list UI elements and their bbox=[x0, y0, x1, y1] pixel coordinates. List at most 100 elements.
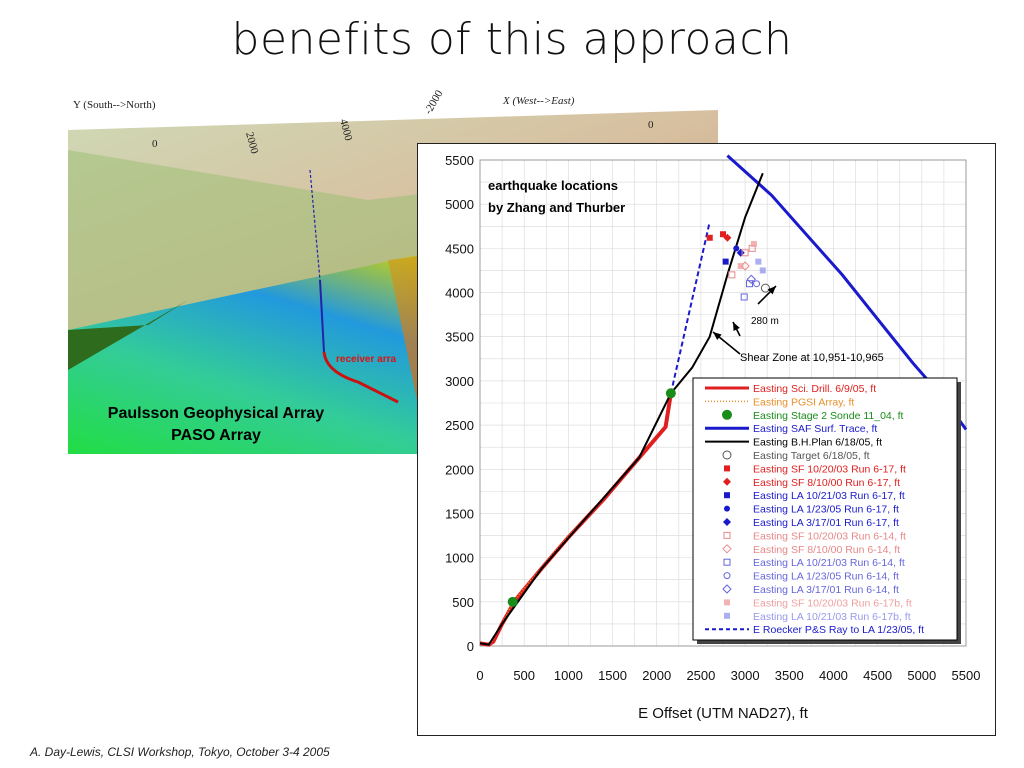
y-tick-label: 3500 bbox=[445, 330, 474, 345]
legend-swatch bbox=[723, 558, 731, 566]
page-title: benefits of this approach bbox=[231, 14, 793, 65]
legend-swatch bbox=[723, 518, 731, 526]
distance-annotation: 280 m bbox=[751, 316, 779, 327]
legend-swatch bbox=[724, 492, 730, 499]
photo-tick-0b: 0 bbox=[648, 119, 654, 131]
x-tick-label: 0 bbox=[476, 668, 483, 683]
pgsi-array-line bbox=[489, 393, 671, 645]
legend-entry: Easting SF 10/20/03 Run 6-17b, ft bbox=[753, 597, 912, 609]
data-point bbox=[740, 293, 748, 301]
y-tick-label: 1500 bbox=[445, 506, 474, 521]
x-tick-label: 500 bbox=[513, 668, 535, 683]
legend-entry: Easting LA 10/21/03 Run 6-17b, ft bbox=[753, 611, 911, 623]
data-point bbox=[746, 280, 754, 288]
photo-y-axis-label: Y (South-->North) bbox=[73, 99, 156, 111]
photo-tick-4000: 4000 bbox=[337, 118, 354, 143]
data-point bbox=[760, 283, 770, 293]
data-point bbox=[737, 263, 744, 270]
y-tick-label: 4500 bbox=[445, 241, 474, 256]
y-tick-label: 5500 bbox=[445, 153, 474, 168]
data-point bbox=[728, 271, 736, 279]
photo-caption-line2: PASO Array bbox=[171, 427, 261, 444]
legend-swatch bbox=[722, 544, 732, 554]
legend-entry: Easting Sci. Drill. 6/9/05, ft bbox=[753, 383, 876, 395]
y-tick-label: 2500 bbox=[445, 418, 474, 433]
legend-entry: Easting SF 10/20/03 Run 6-17, ft bbox=[753, 463, 906, 475]
x-tick-label: 3500 bbox=[775, 668, 804, 683]
legend-entry: Easting LA 10/21/03 Run 6-14, ft bbox=[753, 557, 905, 569]
data-point bbox=[750, 240, 757, 247]
photo-tick-2000: 2000 bbox=[243, 131, 260, 156]
data-point bbox=[741, 249, 749, 257]
data-point bbox=[507, 596, 518, 607]
data-point bbox=[706, 234, 713, 241]
x-axis-label: E Offset (UTM NAD27), ft bbox=[638, 705, 809, 722]
receiver-array-label: receiver arra bbox=[336, 354, 396, 365]
legend-entry: Easting LA 3/17/01 Run 6-17, ft bbox=[753, 517, 899, 529]
data-point bbox=[759, 267, 766, 274]
x-tick-label: 2000 bbox=[642, 668, 671, 683]
x-tick-label: 1500 bbox=[598, 668, 627, 683]
data-point bbox=[722, 258, 729, 265]
shear-zone-arrow-head bbox=[713, 332, 722, 340]
legend-entry: Easting Target 6/18/05, ft bbox=[753, 450, 870, 462]
legend-swatch bbox=[723, 572, 731, 580]
borehole-chart: 0 500 1000 1500 2000 2500 3000 3500 4000 4500 5000… bbox=[417, 143, 996, 736]
chart-ticks: 0 500 1000 1500 2000 2500 3000 3500 4000 4500 5000… bbox=[445, 153, 980, 683]
legend-swatch bbox=[724, 599, 730, 606]
legend-entry: Easting SF 8/10/00 Run 6-17, ft bbox=[753, 477, 900, 489]
legend-swatch bbox=[723, 477, 731, 486]
legend-swatch bbox=[722, 450, 732, 460]
legend-entry: Easting LA 3/17/01 Run 6-14, ft bbox=[753, 584, 899, 596]
chart-svg: 0 500 1000 1500 2000 2500 3000 3500 4000 4500 5000… bbox=[445, 153, 980, 722]
legend-entry: Easting LA 1/23/05 Run 6-14, ft bbox=[753, 571, 899, 583]
data-point bbox=[746, 274, 756, 284]
y-tick-label: 2000 bbox=[445, 462, 474, 477]
legend-entry: Easting SF 10/20/03 Run 6-14, ft bbox=[753, 530, 906, 542]
bh-plan-line bbox=[479, 172, 764, 646]
x-tick-label: 4000 bbox=[819, 668, 848, 683]
legend-swatch bbox=[723, 531, 731, 539]
roecker-ray-line bbox=[669, 221, 711, 394]
legend-swatch bbox=[724, 505, 730, 512]
photo-tick-0: 0 bbox=[152, 138, 158, 150]
eq-annotation-line2: by Zhang and Thurber bbox=[488, 200, 625, 215]
sci-drill-line bbox=[479, 392, 673, 647]
x-tick-label: 5000 bbox=[907, 668, 936, 683]
chart-marks bbox=[479, 154, 968, 647]
shear-zone-annotation: Shear Zone at 10,951-10,965 bbox=[740, 352, 884, 364]
legend-swatch bbox=[722, 409, 732, 420]
y-tick-label: 0 bbox=[467, 639, 474, 654]
legend-entry: Easting B.H.Plan 6/18/05, ft bbox=[753, 437, 882, 449]
data-point bbox=[665, 388, 676, 399]
data-point bbox=[723, 233, 732, 242]
eq-annotation-line1: earthquake locations bbox=[488, 178, 618, 193]
x-tick-label: 5500 bbox=[952, 668, 981, 683]
legend-entry: Easting LA 1/23/05 Run 6-17, ft bbox=[753, 504, 899, 516]
data-point bbox=[755, 258, 762, 265]
y-tick-label: 1000 bbox=[445, 551, 474, 566]
legend-swatch bbox=[722, 584, 732, 594]
legend-entry: Easting Stage 2 Sonde 11_04, ft bbox=[753, 410, 904, 422]
plot-frame bbox=[479, 159, 967, 647]
data-point bbox=[736, 248, 745, 257]
x-tick-label: 3000 bbox=[731, 668, 760, 683]
distance-arrow-upper-head bbox=[767, 286, 776, 295]
data-point bbox=[733, 245, 740, 252]
legend-entry: E Roecker P&S Ray to LA 1/23/05, ft bbox=[753, 624, 924, 636]
legend-entry: Easting PGSI Array, ft bbox=[753, 396, 854, 408]
x-tick-label: 2500 bbox=[686, 668, 715, 683]
y-tick-label: 4000 bbox=[445, 286, 474, 301]
legend-swatch bbox=[724, 465, 730, 472]
legend-entry: Easting SAF Surf. Trace, ft bbox=[753, 423, 877, 435]
y-tick-label: 3000 bbox=[445, 374, 474, 389]
data-point bbox=[753, 280, 761, 288]
legend-box bbox=[692, 377, 958, 641]
data-point bbox=[720, 231, 726, 238]
y-tick-label: 500 bbox=[452, 595, 474, 610]
photo-x-axis-label: X (West-->East) bbox=[502, 95, 575, 107]
legend-swatch bbox=[724, 612, 730, 619]
slide-footer: A. Day-Lewis, CLSI Workshop, Tokyo, Octo… bbox=[30, 745, 330, 759]
y-tick-label: 5000 bbox=[445, 197, 474, 212]
